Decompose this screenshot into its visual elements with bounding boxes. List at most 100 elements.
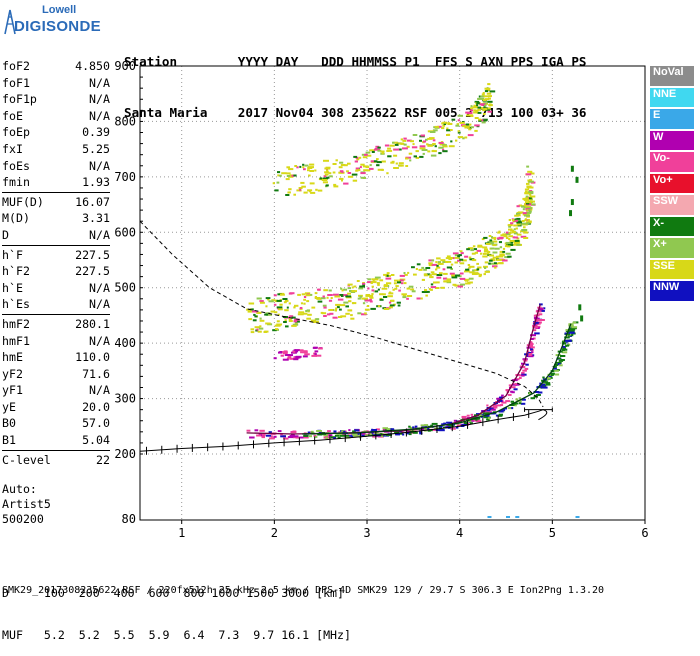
echo-pixel (276, 306, 283, 309)
echo-pixel (496, 397, 500, 400)
echo-pixel (441, 423, 444, 426)
echo-pixel (530, 397, 536, 400)
param-name: M(D) (2, 211, 30, 226)
echo-pixel (333, 437, 336, 439)
echo-pixel (474, 269, 479, 272)
echo-pixel (468, 114, 474, 117)
echo-pixel (540, 386, 547, 389)
echo-pixel (440, 286, 445, 289)
echo-pixel (529, 197, 532, 200)
echo-pixel (460, 252, 464, 255)
echo-pixel (339, 170, 344, 173)
echo-pixel (308, 435, 312, 438)
echo-pixel (484, 87, 491, 90)
echo-pixel (265, 305, 268, 308)
echo-pixel (384, 144, 390, 147)
echo-pixel (508, 225, 512, 228)
echo-pixel (467, 123, 472, 126)
echo-pixel (260, 301, 265, 304)
echo-pixel (431, 422, 438, 425)
echo-pixel (516, 212, 521, 215)
echo-pixel (340, 164, 346, 166)
echo-pixel (553, 369, 559, 372)
y-tick-label: 700 (114, 170, 136, 184)
param-row: B0 57.0 (2, 415, 110, 432)
echo-pixel (484, 104, 487, 107)
echo-pixel (295, 356, 301, 359)
echo-pixel (412, 426, 415, 429)
echo-pixel (454, 274, 460, 277)
echo-pixel (501, 401, 507, 404)
param-value: 5.04 (82, 433, 110, 448)
echo-pixel (382, 427, 388, 430)
echo-pixel (505, 233, 511, 235)
y-tick-label: 600 (114, 225, 136, 239)
echo-pixel (310, 430, 314, 433)
echo-pixel (516, 205, 520, 208)
echo-pixel (437, 125, 442, 128)
echo-pixel (442, 148, 445, 151)
echo-pixel (364, 153, 368, 156)
param-name: h`Es (2, 297, 30, 312)
echo-pixel (303, 298, 306, 301)
echo-pixel (538, 313, 543, 316)
echo-pixel (299, 349, 304, 352)
echo-pixel (508, 235, 513, 238)
echo-pixel (548, 375, 552, 378)
echo-pixel (555, 364, 559, 366)
echo-pixel (285, 194, 290, 196)
echo-pixel (405, 157, 409, 160)
echo-pixel (432, 129, 438, 132)
echo-pixel (447, 122, 450, 125)
echo-pixel (294, 320, 300, 323)
param-row: foEp 0.39 (2, 124, 110, 141)
echo-pixel (286, 172, 291, 175)
echo-pixel (516, 233, 522, 236)
echo-pixel (250, 331, 255, 334)
echo-pixel (436, 266, 441, 269)
echo-pixel (469, 419, 475, 422)
echo-pixel (471, 259, 477, 262)
echo-pixel (393, 148, 400, 151)
param-value: 16.07 (75, 194, 110, 209)
echo-pixel (513, 228, 516, 231)
echo-pixel (377, 283, 380, 286)
echo-pixel (496, 256, 499, 259)
echo-pixel (343, 301, 349, 304)
echo-pixel (487, 252, 490, 255)
echo-pixel (374, 148, 378, 150)
echo-pixel (464, 255, 469, 258)
echo-pixel (571, 326, 578, 329)
echo-pixel (329, 312, 334, 315)
echo-pixel (303, 302, 306, 305)
param-row: fxI 5.25 (2, 141, 110, 158)
echo-pixel (358, 287, 364, 290)
echo-pixel (274, 189, 279, 192)
echo-pixel (450, 129, 453, 131)
echo-pixel (355, 167, 360, 170)
echo-pixel (415, 150, 419, 153)
echo-pixel (503, 407, 507, 410)
legend-item-w: W (650, 130, 694, 152)
echo-pixel (339, 434, 346, 437)
echo-pixel (488, 254, 494, 257)
echo-pixel (303, 434, 308, 437)
echo-pixel (496, 258, 502, 261)
echo-pixel (421, 291, 428, 293)
echo-pixel (487, 516, 492, 518)
echo-pixel (514, 218, 517, 221)
echo-pixel (488, 235, 492, 237)
echo-pixel (422, 152, 425, 155)
echo-pixel (522, 212, 527, 215)
echo-pixel (389, 144, 395, 147)
echo-pixel (488, 259, 493, 262)
echo-pixel (347, 287, 351, 290)
echo-pixel (514, 214, 519, 217)
param-value: N/A (89, 158, 110, 173)
echo-pixel (451, 276, 458, 279)
echo-pixel (524, 214, 530, 217)
echo-pixel (497, 262, 504, 265)
param-value: N/A (89, 333, 110, 348)
echo-pixel (476, 249, 481, 252)
echo-pixel (436, 264, 439, 267)
